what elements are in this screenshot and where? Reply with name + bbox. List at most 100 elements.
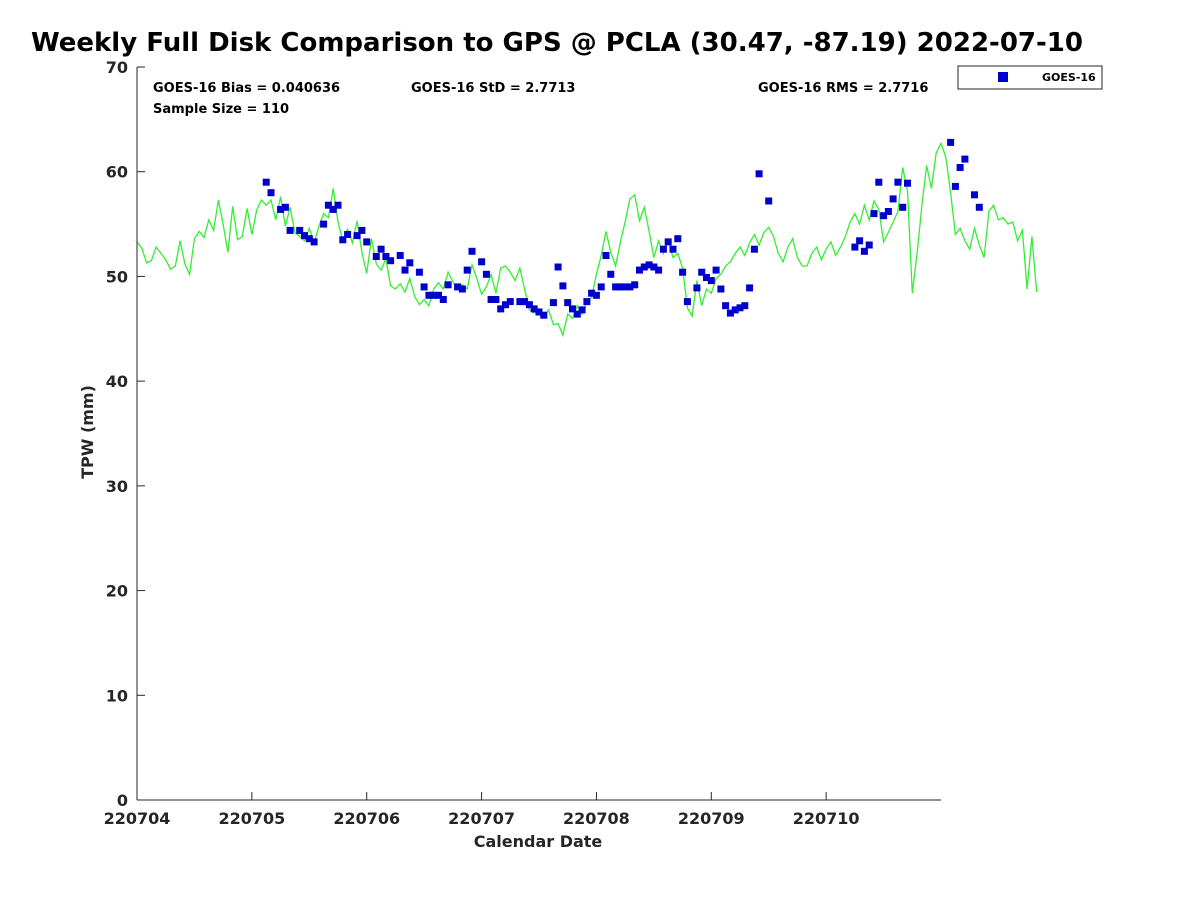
- goes-16-point: [707, 277, 715, 285]
- goes-16-point: [382, 253, 390, 260]
- goes-16-point: [478, 258, 486, 266]
- goes-16-point: [765, 197, 773, 205]
- goes-16-point: [296, 226, 304, 234]
- goes-16-point: [669, 245, 677, 253]
- axes-layer: 0 10 20 30 40 50 60 70 220704 220705 220706 220707 2…: [104, 58, 941, 828]
- goes-16-point: [583, 298, 591, 306]
- goes-16-point: [363, 238, 371, 246]
- goes-16-point: [358, 226, 366, 234]
- goes-16-point: [894, 178, 902, 186]
- y-tick-label: 10: [106, 686, 128, 705]
- goes-16-point: [899, 203, 907, 211]
- y-axis-label: TPW (mm): [78, 385, 97, 479]
- goes-16-point: [516, 298, 524, 306]
- goes-16-point: [588, 289, 596, 297]
- goes-16-point: [535, 308, 543, 316]
- legend: GOES-16: [957, 65, 1103, 90]
- sample-size-stat: Sample Size = 110: [153, 102, 289, 117]
- goes-16-point: [597, 283, 605, 291]
- goes-16-point: [736, 304, 744, 312]
- goes-16-point: [889, 195, 897, 203]
- goes-16-point: [468, 247, 476, 255]
- goes-16-point: [334, 201, 342, 209]
- gps-series-layer: [136, 141, 1038, 338]
- goes-16-point: [674, 235, 682, 243]
- goes-16-point: [401, 266, 409, 274]
- goes-16-point: [267, 189, 275, 197]
- goes-16-point: [865, 241, 873, 249]
- goes-16-point: [664, 238, 672, 246]
- goes-16-point: [698, 268, 706, 276]
- goes-16-point: [971, 191, 978, 199]
- y-tick-label: 30: [106, 477, 128, 496]
- goes-16-point: [521, 298, 529, 306]
- goes-16-point: [564, 299, 572, 307]
- goes-16-point: [387, 257, 395, 265]
- goes-16-point: [329, 205, 337, 213]
- goes-16-point: [463, 266, 471, 274]
- goes-16-point: [353, 232, 361, 240]
- goes-16-point: [951, 182, 959, 190]
- x-tick-label: 220706: [333, 809, 400, 828]
- goes-16-point: [731, 306, 739, 314]
- std-stat: GOES-16 StD = 2.7713: [411, 81, 575, 96]
- goes-16-point: [703, 274, 710, 281]
- goes-16-point: [631, 281, 639, 289]
- x-tick-label: 220704: [104, 809, 171, 828]
- x-tick-label: 220708: [563, 809, 630, 828]
- goes-16-point: [506, 298, 514, 306]
- goes-16-point: [573, 310, 581, 318]
- goes-16-point: [277, 205, 285, 213]
- goes-16-point: [755, 170, 763, 178]
- goes-16-point: [339, 236, 347, 244]
- goes-16-point: [645, 261, 653, 269]
- goes-16-point: [540, 311, 548, 319]
- rms-stat: GOES-16 RMS = 2.7716: [758, 81, 928, 96]
- goes-16-point: [602, 252, 610, 259]
- goes-16-point: [559, 282, 567, 290]
- y-tick-label: 50: [106, 267, 128, 286]
- goes-16-point: [286, 226, 294, 234]
- chart-title: Weekly Full Disk Comparison to GPS @ PCL…: [31, 28, 1083, 58]
- goes-16-point: [860, 247, 868, 255]
- goes-16-point: [344, 231, 352, 238]
- goes-16-point: [406, 259, 414, 267]
- x-tick-label: 220710: [793, 809, 860, 828]
- goes-series-layer: [262, 138, 983, 319]
- x-tick-label: 220705: [218, 809, 285, 828]
- goes-16-point: [851, 243, 859, 251]
- goes-16-point: [530, 305, 538, 313]
- goes-16-point: [324, 201, 332, 209]
- goes-16-point: [712, 266, 720, 274]
- goes-16-point: [683, 298, 691, 306]
- goes-16-point: [458, 285, 466, 293]
- goes-16-point: [301, 232, 308, 240]
- goes-16-point: [636, 266, 643, 274]
- goes-16-point: [569, 305, 576, 313]
- goes-16-point: [425, 291, 433, 299]
- goes-16-point: [262, 178, 270, 186]
- goes-16-point: [444, 281, 452, 289]
- goes-16-point: [884, 208, 892, 215]
- goes-16-point: [650, 263, 658, 271]
- goes-16-point: [947, 138, 955, 146]
- goes-16-point: [621, 283, 629, 291]
- goes-16-point: [612, 283, 620, 291]
- goes-16-point: [320, 220, 328, 228]
- legend-marker: [998, 72, 1008, 82]
- y-tick-label: 0: [117, 791, 128, 810]
- goes-16-point: [975, 203, 983, 211]
- goes-16-point: [549, 299, 557, 307]
- goes-16-point: [396, 252, 404, 259]
- legend-label: GOES-16: [1042, 71, 1096, 84]
- goes-16-point: [875, 178, 883, 186]
- y-tick-label: 70: [106, 58, 128, 77]
- goes-16-point: [482, 270, 490, 278]
- legend-box: [957, 65, 1103, 90]
- goes-16-point: [305, 235, 313, 243]
- goes-16-point: [592, 291, 600, 299]
- goes-16-point: [717, 285, 725, 293]
- goes-16-point: [626, 283, 634, 291]
- goes-16-point: [554, 263, 562, 271]
- goes-16-point: [679, 268, 687, 276]
